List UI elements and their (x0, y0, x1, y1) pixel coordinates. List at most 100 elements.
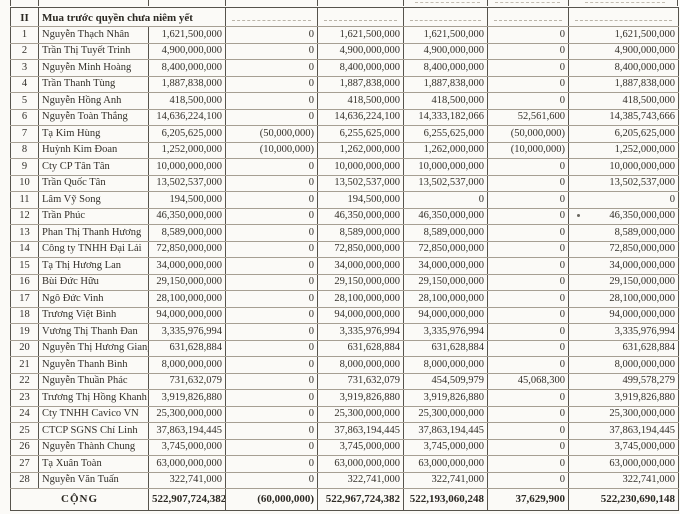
cell-row-number: 8 (10, 141, 39, 159)
cell-value-1: 8,400,000,000 (147, 59, 227, 77)
cell-value-2: 0 (225, 438, 319, 456)
cell-value-3: 4,900,000,000 (317, 42, 405, 60)
cell-shareholder-name: Nguyễn Thạch Nhân (38, 26, 149, 44)
cell-shareholder-name: Huỳnh Kim Đoan (38, 141, 149, 159)
cell-row-number: 16 (10, 273, 39, 291)
cell-value-6: 10,000,000,000 (568, 158, 680, 176)
grid-line-stub (38, 0, 39, 6)
cell-value-6: 8,000,000,000 (568, 356, 680, 374)
cell-value-5: 0 (487, 75, 570, 93)
cell-value-6: 4,900,000,000 (568, 42, 680, 60)
cell-value-3: 8,589,000,000 (317, 224, 405, 242)
cell-value-2: 0 (225, 422, 319, 440)
table-row: 19 Vương Thị Thanh Đan 3,335,976,994 0 3,335… (10, 323, 680, 341)
cell-value-2: 0 (225, 290, 319, 308)
cell-value-2: 0 (225, 158, 319, 176)
cell-value-3: 63,000,000,000 (317, 455, 405, 473)
cell-empty (487, 7, 570, 27)
cell-value-1: 10,000,000,000 (147, 158, 227, 176)
table-row: 20 Nguyễn Thị Hương Giang 631,628,884 0 631,… (10, 339, 680, 357)
cell-value-2: 0 (225, 59, 319, 77)
cell-value-1: 94,000,000,000 (147, 306, 227, 324)
cell-value-5: 0 (487, 174, 570, 192)
table-row: 14 Công ty TNHH Đại Lải 72,850,000,000 0 72,… (10, 240, 680, 258)
cell-value-5: 0 (487, 240, 570, 258)
cell-value-4: 29,150,000,000 (403, 273, 489, 291)
cell-value-3: 10,000,000,000 (317, 158, 405, 176)
cell-row-number: 6 (10, 108, 39, 126)
cell-value-3: 631,628,884 (317, 339, 405, 357)
cell-value-3: 29,150,000,000 (317, 273, 405, 291)
cell-value-2: (50,000,000) (225, 125, 319, 143)
cell-row-number: 12 (10, 207, 39, 225)
table-row: 25 CTCP SGNS Chí Linh 37,863,194,445 0 37,86… (10, 422, 680, 440)
cell-value-6: 46,350,000,000 (568, 207, 680, 225)
cell-value-1: 194,500,000 (147, 191, 227, 209)
cell-value-4: 3,919,826,880 (403, 389, 489, 407)
cell-row-number: 21 (10, 356, 39, 374)
grid-line-stub (677, 0, 678, 6)
cell-value-4: 63,000,000,000 (403, 455, 489, 473)
cell-value-2: 0 (225, 323, 319, 341)
cell-value-6: 631,628,884 (568, 339, 680, 357)
cell-row-number: 2 (10, 42, 39, 60)
cell-value-2: 0 (225, 257, 319, 275)
cell-row-number: 10 (10, 174, 39, 192)
cell-value-6: 28,100,000,000 (568, 290, 680, 308)
cell-value-3: 8,000,000,000 (317, 356, 405, 374)
cell-value-5: 0 (487, 207, 570, 225)
cell-value-2: 0 (225, 92, 319, 110)
cell-value-6: 94,000,000,000 (568, 306, 680, 324)
cell-total-value-4: 522,193,060,248 (403, 488, 489, 511)
cell-row-number: 13 (10, 224, 39, 242)
cell-value-5: 0 (487, 59, 570, 77)
grid-line-stub (403, 0, 404, 6)
cell-value-6: 1,887,838,000 (568, 75, 680, 93)
cell-value-5: 0 (487, 405, 570, 423)
cell-value-3: 731,632,079 (317, 372, 405, 390)
cell-value-3: 13,502,537,000 (317, 174, 405, 192)
cell-total-value-6: 522,230,690,148 (568, 488, 680, 511)
cell-row-number: 11 (10, 191, 39, 209)
cell-row-number: 1 (10, 26, 39, 44)
cell-value-3: 194,500,000 (317, 191, 405, 209)
cell-value-6: 1,252,000,000 (568, 141, 680, 159)
cell-shareholder-name: Ngô Đức Vinh (38, 290, 149, 308)
cell-value-3: 37,863,194,445 (317, 422, 405, 440)
cell-value-5: 0 (487, 273, 570, 291)
cell-value-2: 0 (225, 306, 319, 324)
section-header-row: II Mua trước quyền chưa niêm yết (10, 7, 680, 27)
cell-value-3: 72,850,000,000 (317, 240, 405, 258)
cell-shareholder-name: Cty CP Tân Tân (38, 158, 149, 176)
cell-value-2: 0 (225, 372, 319, 390)
table-row: 12 Trần Phúc 46,350,000,000 0 46,350,000,000… (10, 207, 680, 225)
cell-value-4: 6,255,625,000 (403, 125, 489, 143)
table-row: 27 Tạ Xuân Toàn 63,000,000,000 0 63,000,000,… (10, 455, 680, 473)
cell-shareholder-name: Lâm Vỹ Song (38, 191, 149, 209)
cell-total-value-3: 522,967,724,382 (317, 488, 405, 511)
cell-value-5: 0 (487, 158, 570, 176)
cell-row-number: 14 (10, 240, 39, 258)
cell-value-4: 25,300,000,000 (403, 405, 489, 423)
grid-line-stub (148, 0, 149, 6)
cell-value-2: 0 (225, 42, 319, 60)
cell-value-1: 37,863,194,445 (147, 422, 227, 440)
cell-value-2: 0 (225, 191, 319, 209)
cell-shareholder-name: Nguyễn Thị Hương Giang (38, 339, 149, 357)
cell-value-6: 0 (568, 191, 680, 209)
scan-artifact-dash (415, 2, 480, 3)
cell-value-3: 1,887,838,000 (317, 75, 405, 93)
cell-row-number: 20 (10, 339, 39, 357)
cell-value-4: 0 (403, 191, 489, 209)
table-row: 16 Bùi Đức Hữu 29,150,000,000 0 29,150,000,0… (10, 273, 680, 291)
cell-value-3: 94,000,000,000 (317, 306, 405, 324)
cell-value-6: 72,850,000,000 (568, 240, 680, 258)
cell-value-3: 3,335,976,994 (317, 323, 405, 341)
cell-value-3: 14,636,224,100 (317, 108, 405, 126)
cell-value-3: 322,741,000 (317, 471, 405, 489)
table-row: 10 Trần Quốc Tân 13,502,537,000 0 13,502,537… (10, 174, 680, 192)
cell-value-1: 6,205,625,000 (147, 125, 227, 143)
cell-value-5: 0 (487, 26, 570, 44)
cell-value-2: 0 (225, 273, 319, 291)
table-row: 21 Nguyễn Thanh Bình 8,000,000,000 0 8,000,0… (10, 356, 680, 374)
